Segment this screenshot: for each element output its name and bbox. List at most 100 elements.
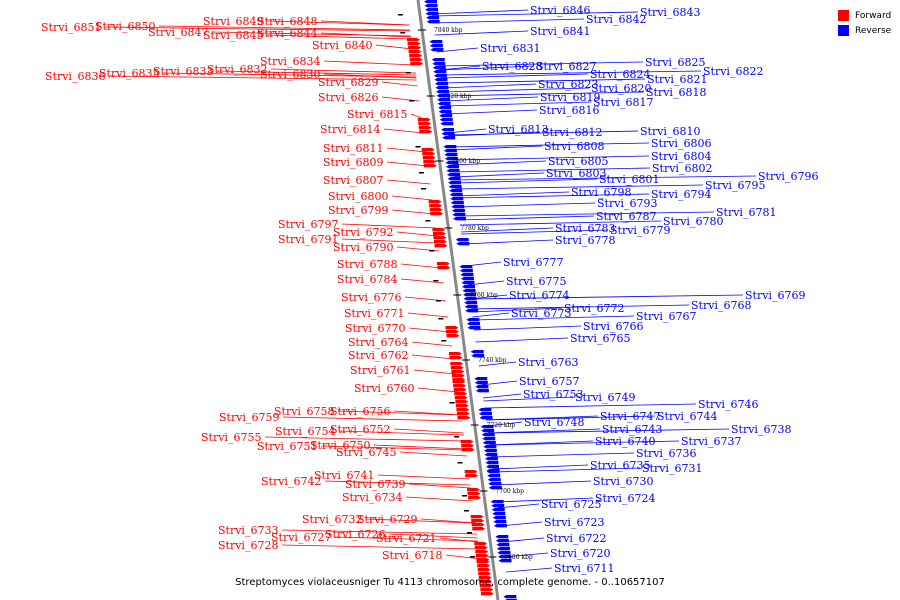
gene-label: Strvi_6755 <box>201 431 261 444</box>
forward-gene-arrow <box>464 470 478 474</box>
reverse-gene-arrow <box>437 102 451 106</box>
forward-gene-arrow <box>409 54 423 58</box>
reverse-gene-arrow <box>497 551 511 555</box>
gene-label: Strvi_6770 <box>345 322 405 335</box>
reverse-swatch <box>838 25 849 36</box>
reverse-gene-arrow <box>435 86 449 90</box>
forward-gene-arrow <box>421 148 435 152</box>
leader-line <box>320 32 411 38</box>
leader-line <box>439 537 479 543</box>
gene-label: Strvi_6812 <box>542 126 602 139</box>
gene-label: Strvi_6792 <box>333 226 393 239</box>
gene-label: Strvi_6733 <box>218 524 278 537</box>
leader-line <box>454 178 598 184</box>
leader-line <box>504 552 549 558</box>
leader-line <box>444 101 592 107</box>
leader-line <box>323 73 417 79</box>
forward-gene-arrow <box>423 160 437 164</box>
leader-line <box>320 445 467 451</box>
gene-label: Strvi_6822 <box>703 65 763 78</box>
gene-label: Strvi_6806 <box>651 137 711 150</box>
leader-line <box>324 480 471 486</box>
leader-line <box>473 325 582 331</box>
leader-line <box>420 518 476 524</box>
gene-label: Strvi_6848 <box>257 15 317 28</box>
gene-label: Strvi_6777 <box>503 256 563 269</box>
gene-marker <box>397 14 403 16</box>
reverse-gene-arrow <box>455 238 469 242</box>
leader-line <box>320 20 410 26</box>
leader-line <box>496 497 594 503</box>
forward-gene-arrow <box>428 200 442 204</box>
gene-label: Strvi_6774 <box>509 289 569 302</box>
gene-label: Strvi_6731 <box>642 462 702 475</box>
forward-gene-arrow <box>409 58 423 62</box>
gene-label: Strvi_6720 <box>550 547 610 560</box>
leader-line <box>400 278 444 284</box>
gene-label: Strvi_6783 <box>555 222 615 235</box>
forward-gene-arrow <box>471 523 485 527</box>
reverse-gene-arrow <box>440 122 454 126</box>
leader-line <box>506 567 553 573</box>
leader-line <box>472 315 635 321</box>
leader-line <box>216 70 417 76</box>
gene-label: Strvi_6722 <box>546 532 606 545</box>
gene-label: Strvi_6748 <box>524 416 584 429</box>
reverse-gene-arrow <box>466 322 480 326</box>
reverse-gene-arrow <box>451 205 465 209</box>
forward-gene-arrow <box>408 50 422 54</box>
forward-gene-arrow <box>460 440 474 444</box>
legend-entry-reverse: Reverse <box>838 23 891 38</box>
gene-label: Strvi_6846 <box>530 4 590 17</box>
reverse-gene-arrow <box>434 78 448 82</box>
leader-line <box>391 209 435 215</box>
gene-label: Strvi_6765 <box>570 332 630 345</box>
gene-label: Strvi_6763 <box>518 356 578 369</box>
leader-line <box>439 65 535 71</box>
reverse-gene-arrow <box>436 94 450 98</box>
forward-swatch <box>838 10 849 21</box>
leader-line <box>377 474 470 480</box>
forward-gene-arrow <box>476 560 490 564</box>
gene-label: Strvi_6804 <box>651 150 711 163</box>
leader-line <box>386 179 431 185</box>
leader-line <box>405 496 473 502</box>
reverse-gene-arrow <box>483 449 497 453</box>
legend-label-forward: Forward <box>855 10 892 21</box>
forward-gene-arrow <box>467 492 481 496</box>
forward-gene-arrow <box>408 46 422 50</box>
gene-marker <box>400 32 406 34</box>
gene-label: Strvi_6728 <box>218 539 278 552</box>
gene-marker <box>418 172 424 174</box>
leader-line <box>459 220 662 226</box>
leader-line <box>442 87 590 93</box>
reverse-gene-arrow <box>465 309 479 313</box>
reverse-gene-arrow <box>433 70 447 74</box>
gene-label: Strvi_6808 <box>544 140 604 153</box>
reverse-gene-arrow <box>482 441 496 445</box>
gene-label: Strvi_6754 <box>275 425 335 438</box>
leader-line <box>104 26 411 32</box>
reverse-gene-arrow <box>498 559 512 563</box>
gene-label: Strvi_6779 <box>610 224 670 237</box>
gene-label: Strvi_6727 <box>271 531 331 544</box>
gene-label: Strvi_6734 <box>342 491 402 504</box>
gene-label: Strvi_6745 <box>336 446 396 459</box>
reverse-gene-arrow <box>495 539 509 543</box>
reverse-gene-arrow <box>443 145 457 149</box>
forward-gene-arrow <box>407 42 421 46</box>
scale-label: 7700 kbp <box>495 488 524 495</box>
forward-gene-arrow <box>450 366 464 370</box>
forward-gene-arrow <box>467 488 481 492</box>
leader-line <box>489 440 680 446</box>
reverse-gene-arrow <box>446 169 460 173</box>
forward-gene-arrow <box>445 326 459 330</box>
leader-line <box>407 312 449 318</box>
leader-line <box>471 307 563 313</box>
gene-arrows <box>397 0 517 600</box>
reverse-gene-arrow <box>496 543 510 547</box>
gene-marker <box>409 100 415 102</box>
gene-label: Strvi_6721 <box>376 532 436 545</box>
reverse-gene-arrow <box>495 535 509 539</box>
legend: Forward Reverse <box>838 8 891 38</box>
